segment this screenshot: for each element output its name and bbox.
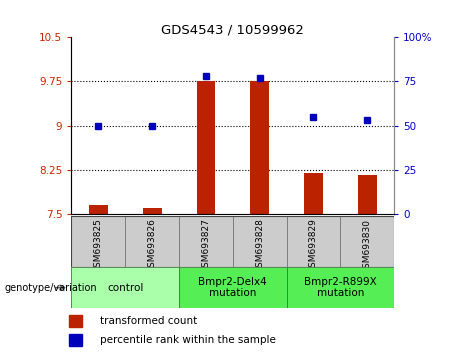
Text: GSM693826: GSM693826: [148, 218, 157, 273]
Bar: [143, 208, 161, 214]
Text: GSM693827: GSM693827: [201, 218, 210, 273]
Bar: [233, 216, 287, 267]
Text: Bmpr2-Delx4
mutation: Bmpr2-Delx4 mutation: [198, 277, 267, 298]
Text: Bmpr2-R899X
mutation: Bmpr2-R899X mutation: [304, 277, 377, 298]
Bar: [71, 216, 125, 267]
Text: percentile rank within the sample: percentile rank within the sample: [100, 335, 276, 345]
Text: GSM693830: GSM693830: [363, 218, 372, 274]
Bar: [179, 216, 233, 267]
Bar: [89, 205, 108, 214]
Bar: [179, 267, 287, 308]
Title: GDS4543 / 10599962: GDS4543 / 10599962: [161, 23, 304, 36]
Text: control: control: [107, 282, 143, 293]
Bar: [340, 216, 394, 267]
Bar: [69, 334, 82, 346]
Bar: [304, 173, 323, 214]
Text: transformed count: transformed count: [100, 316, 197, 326]
Text: GSM693828: GSM693828: [255, 218, 264, 273]
Bar: [125, 216, 179, 267]
Text: GSM693825: GSM693825: [94, 218, 103, 273]
Bar: [250, 81, 269, 214]
Bar: [287, 216, 340, 267]
Bar: [196, 81, 215, 214]
Bar: [69, 315, 82, 327]
Text: GSM693829: GSM693829: [309, 218, 318, 273]
Bar: [287, 267, 394, 308]
Bar: [71, 267, 179, 308]
Text: genotype/variation: genotype/variation: [5, 282, 97, 293]
Bar: [358, 175, 377, 214]
